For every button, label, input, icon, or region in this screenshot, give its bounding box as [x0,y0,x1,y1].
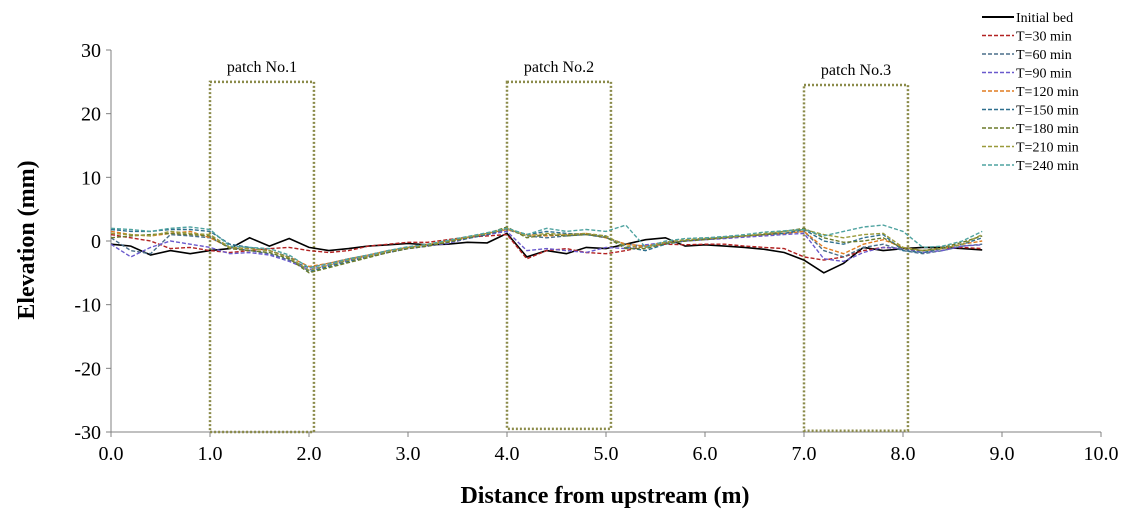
patch-label: patch No.2 [524,59,594,76]
x-tick-label: 8.0 [891,443,916,465]
patch-boxes: patch No.1 patch No.2 patch No.3 [208,59,910,434]
x-tick-label: 10.0 [1084,443,1119,465]
x-tick-label: 6.0 [693,443,718,465]
series-line [110,233,983,261]
x-tick-label: 9.0 [990,443,1015,465]
legend: Initial bed T=30 min T=60 min T=90 min T=120… [982,11,1079,174]
x-tick-label: 4.0 [495,443,520,465]
patch-box [208,80,316,434]
legend-entry: T=180 min [1016,122,1079,137]
y-tick-label: 30 [81,40,101,62]
patch-label: patch No.3 [821,62,891,79]
y-tick-label: 20 [81,104,101,126]
series-line [110,228,983,268]
series-line [110,224,983,269]
y-tick-label: 10 [81,167,101,189]
y-tick-label: -30 [74,422,101,444]
tick-labels: 0.0 1.0 2.0 3.0 4.0 5.0 6.0 7.0 8.0 9.0 10.0 30 20 10… [74,40,1118,465]
legend-entry: T=120 min [1016,85,1079,100]
x-tick-label: 1.0 [198,443,223,465]
legend-entry: T=90 min [1016,67,1072,82]
x-tick-label: 5.0 [594,443,619,465]
series-lines [110,224,983,274]
patch-box [802,83,910,432]
legend-entry: T=210 min [1016,141,1079,156]
y-tick-label: 0 [91,231,101,253]
x-tick-label: 7.0 [792,443,817,465]
series-line [110,230,983,271]
patch-box [505,80,613,431]
legend-entry: T=150 min [1016,104,1079,119]
y-tick-label: -10 [74,295,101,317]
series-line [110,227,983,273]
series-line [110,226,983,274]
x-tick-label: 0.0 [99,443,124,465]
legend-entry: Initial bed [1016,11,1073,26]
legend-entry: T=240 min [1016,159,1079,174]
legend-entry: T=60 min [1016,48,1072,63]
x-tick-label: 2.0 [297,443,322,465]
y-axis-title: Elevation (mm) [14,160,40,319]
axes [106,49,1102,437]
series-line [110,228,983,269]
x-axis-title: Distance from upstream (m) [460,483,749,509]
y-tick-label: -20 [74,358,101,380]
x-tick-label: 3.0 [396,443,421,465]
legend-entry: T=30 min [1016,30,1072,45]
patch-label: patch No.1 [227,59,297,76]
series-line [110,227,983,272]
